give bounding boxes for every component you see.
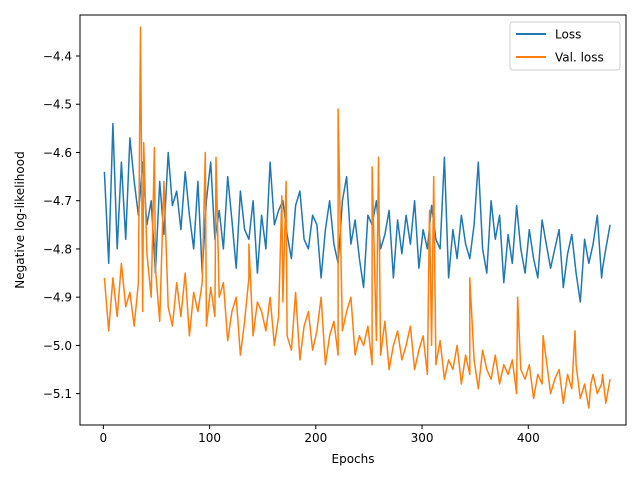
y-tick-label: −4.4 [43, 50, 72, 64]
y-tick-label: −4.6 [43, 146, 72, 160]
x-tick-label: 200 [304, 431, 327, 445]
y-tick-label: −4.5 [43, 98, 72, 112]
y-tick-label: −4.7 [43, 194, 72, 208]
series-line-val-loss [103, 26, 611, 409]
x-tick-label: 0 [100, 431, 108, 445]
legend-label-loss: Loss [555, 28, 581, 42]
y-axis: −5.1 −5.0 −4.9 −4.8 −4.7 −4.6 −4.5 −4.4 [43, 50, 80, 401]
x-tick-label: 300 [411, 431, 434, 445]
y-axis-label: Negative log-likelihood [13, 151, 27, 288]
y-tick-label: −5.1 [43, 387, 72, 401]
legend-label-val-loss: Val. loss [555, 51, 604, 65]
x-tick-label: 400 [517, 431, 540, 445]
plot-frame [79, 14, 627, 426]
series-line-loss [103, 122, 611, 303]
legend: Loss Val. loss [509, 21, 621, 71]
y-tick-label: −4.9 [43, 291, 72, 305]
y-tick-label: −4.8 [43, 242, 72, 256]
x-axis: 0 100 200 300 400 [100, 425, 540, 445]
x-tick-label: 100 [198, 431, 221, 445]
series-layer [103, 26, 611, 409]
y-tick-label: −5.0 [43, 339, 72, 353]
x-axis-label: Epochs [332, 452, 375, 466]
